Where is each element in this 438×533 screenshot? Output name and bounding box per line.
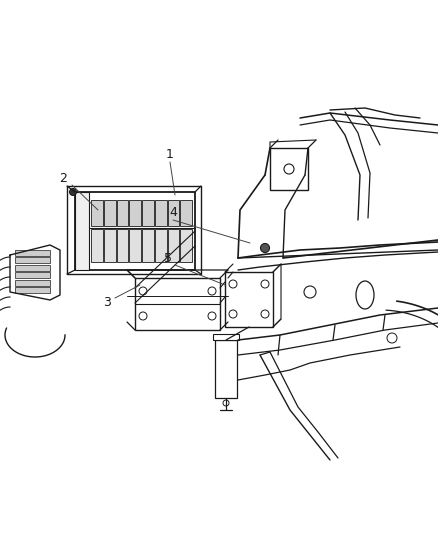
Bar xyxy=(155,229,166,262)
Circle shape xyxy=(387,333,397,343)
Bar xyxy=(117,229,128,262)
Bar xyxy=(15,265,50,271)
Bar xyxy=(155,200,166,226)
Circle shape xyxy=(229,310,237,318)
Circle shape xyxy=(261,310,269,318)
Bar xyxy=(75,192,89,270)
Bar xyxy=(142,229,154,262)
Bar xyxy=(15,287,50,293)
Bar xyxy=(117,200,128,226)
Text: 3: 3 xyxy=(103,296,111,310)
Bar xyxy=(180,200,192,226)
Bar xyxy=(180,229,192,262)
Text: 4: 4 xyxy=(169,206,177,220)
Circle shape xyxy=(284,164,294,174)
Text: 5: 5 xyxy=(164,252,172,264)
Circle shape xyxy=(139,312,147,320)
Text: 2: 2 xyxy=(59,172,67,184)
Bar xyxy=(215,340,237,398)
Circle shape xyxy=(304,286,316,298)
Bar xyxy=(15,257,50,263)
Circle shape xyxy=(229,280,237,288)
Circle shape xyxy=(261,244,269,253)
Bar xyxy=(129,200,141,226)
Ellipse shape xyxy=(356,281,374,309)
Bar xyxy=(75,192,195,270)
Bar xyxy=(15,280,50,286)
Circle shape xyxy=(70,189,77,196)
Bar xyxy=(15,250,50,256)
Circle shape xyxy=(261,280,269,288)
Bar xyxy=(15,272,50,278)
Text: 1: 1 xyxy=(166,149,174,161)
Bar xyxy=(135,278,220,330)
Circle shape xyxy=(223,400,229,406)
Bar xyxy=(104,200,116,226)
Bar xyxy=(167,200,179,226)
Bar xyxy=(270,148,308,190)
Bar xyxy=(91,229,103,262)
Bar xyxy=(167,229,179,262)
Bar xyxy=(129,229,141,262)
Circle shape xyxy=(208,287,216,295)
Bar xyxy=(104,229,116,262)
Bar xyxy=(213,334,239,340)
Bar xyxy=(225,272,273,327)
Bar xyxy=(91,200,103,226)
Circle shape xyxy=(139,287,147,295)
Bar xyxy=(142,200,154,226)
Circle shape xyxy=(208,312,216,320)
